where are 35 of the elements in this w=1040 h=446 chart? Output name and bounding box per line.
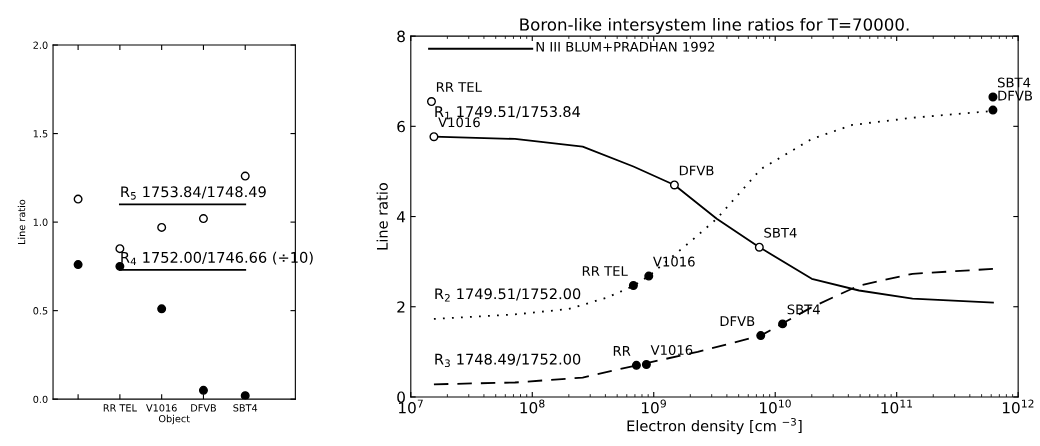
y-tick-label: 1.5 — [33, 130, 48, 138]
x-axis-title: Electron density [cm $^{−3}$] — [627, 417, 802, 435]
annotation: RR — [613, 346, 631, 356]
x-tick-label: 10$^{8}$ — [520, 399, 545, 414]
x-tick-label: 10$^{10}$ — [760, 399, 791, 414]
annotation: V1016 — [653, 256, 695, 267]
annotation: DFVB — [720, 316, 755, 326]
annotation: SBT4 — [764, 227, 797, 238]
y-tick-label: 2.0 — [33, 41, 48, 49]
x-tick-label: V1016 — [146, 404, 177, 412]
y-tick-label: 6 — [397, 120, 405, 133]
annotation: V1016 — [650, 344, 693, 355]
y-tick-label: 2 — [397, 301, 405, 313]
annotation: DFVB — [679, 165, 714, 176]
y-tick-label: 0.5 — [33, 307, 48, 315]
x-tick-label: 10$^{11}$ — [881, 399, 913, 414]
y-tick-label: 1.0 — [33, 218, 48, 226]
annotation: RR TEL — [436, 82, 482, 92]
y-tick-label: 4 — [396, 211, 406, 223]
x-tick-label: 10$^{12}$ — [1002, 399, 1034, 414]
y-axis-title: Line ratio — [376, 183, 388, 250]
y-axis-title: Line ratio — [17, 199, 26, 245]
series-label: R$_{3}$ 1748.49/1752.00 — [435, 353, 581, 368]
y-tick-label: 8 — [397, 30, 405, 43]
series-label: R$_{5}$ 1753.84/1748.49 — [121, 186, 266, 200]
x-tick-label: DFVB — [191, 404, 216, 412]
x-tick-label: SBT4 — [233, 404, 258, 412]
x-tick-label: 10$^{9}$ — [641, 399, 666, 414]
series-label: R$_{2}$ 1749.51/1752.00 — [435, 288, 581, 302]
x-tick-label: RR TEL — [103, 404, 137, 412]
annotation: N III BLUM+PRADHAN 1992 — [536, 41, 715, 52]
annotation: RR TEL — [582, 266, 628, 276]
y-tick-label: 0.0 — [33, 395, 48, 403]
chart-title: Boron-like intersystem line ratios for T=70000. — [520, 17, 909, 35]
x-axis-title: Object — [158, 414, 190, 425]
